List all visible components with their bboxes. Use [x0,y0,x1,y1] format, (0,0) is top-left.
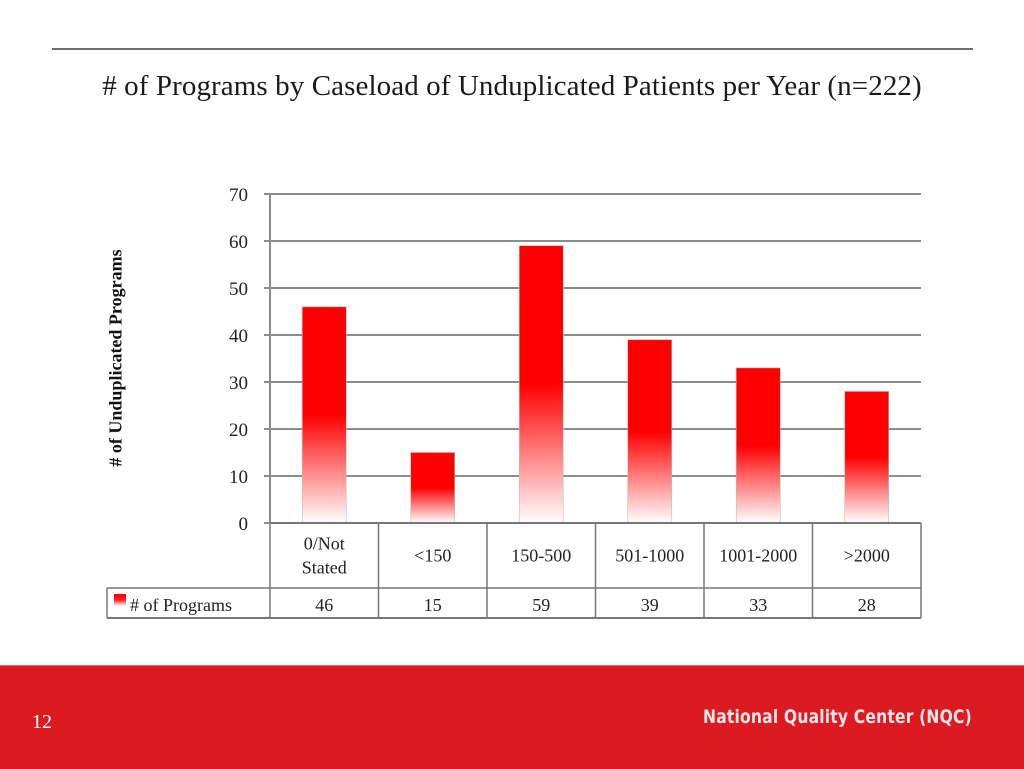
bar-150-500 [518,245,564,524]
page-number: 12 [32,711,52,733]
bar-chart: 0 10 20 30 40 50 60 70 0/Not Stated <150 150-500 50… [106,185,922,619]
x-category-label: 150-500 [511,546,571,566]
bar-0-not-stated [301,306,347,524]
data-table-value: 28 [858,595,876,615]
y-tick-label: 70 [229,185,248,206]
bar--2000 [844,391,890,524]
y-tick-label: 40 [229,326,248,347]
x-category-label: 1001-2000 [719,546,797,566]
x-category-label: Stated [302,558,347,578]
data-table-value: 15 [424,595,442,615]
data-table-value: 33 [749,595,767,615]
x-category-label: >2000 [844,546,890,566]
bars [301,245,890,524]
bar-501-1000 [627,339,673,524]
organization-name: National Quality Center (NQC) [703,706,972,728]
x-category-label: <150 [414,546,451,566]
y-tick-label: 30 [229,373,248,394]
x-category-label: 501-1000 [615,546,684,566]
y-tick-label: 20 [229,420,248,441]
data-table-value: 39 [641,595,659,615]
y-tick-label: 10 [229,467,248,488]
data-table: 0/Not Stated <150 150-500 501-1000 1001-2000 >… [106,522,922,619]
title-rule [52,48,973,50]
bar--150 [410,452,456,524]
legend-label: # of Programs [130,595,232,615]
y-axis-ticks: 0 10 20 30 40 50 60 70 [229,185,248,535]
data-table-value: 46 [315,595,333,615]
bar-1001-2000 [735,367,781,524]
y-tick-label: 50 [229,279,248,300]
legend-swatch-icon [114,594,126,606]
footer-band: 12 National Quality Center (NQC) [0,665,1024,769]
y-tick-label: 60 [229,232,248,253]
gridlines [264,193,921,524]
y-tick-label: 0 [239,514,249,535]
data-table-value: 59 [532,595,550,615]
x-category-label: 0/Not [304,534,345,554]
slide-title: # of Programs by Caseload of Unduplicate… [102,70,922,102]
